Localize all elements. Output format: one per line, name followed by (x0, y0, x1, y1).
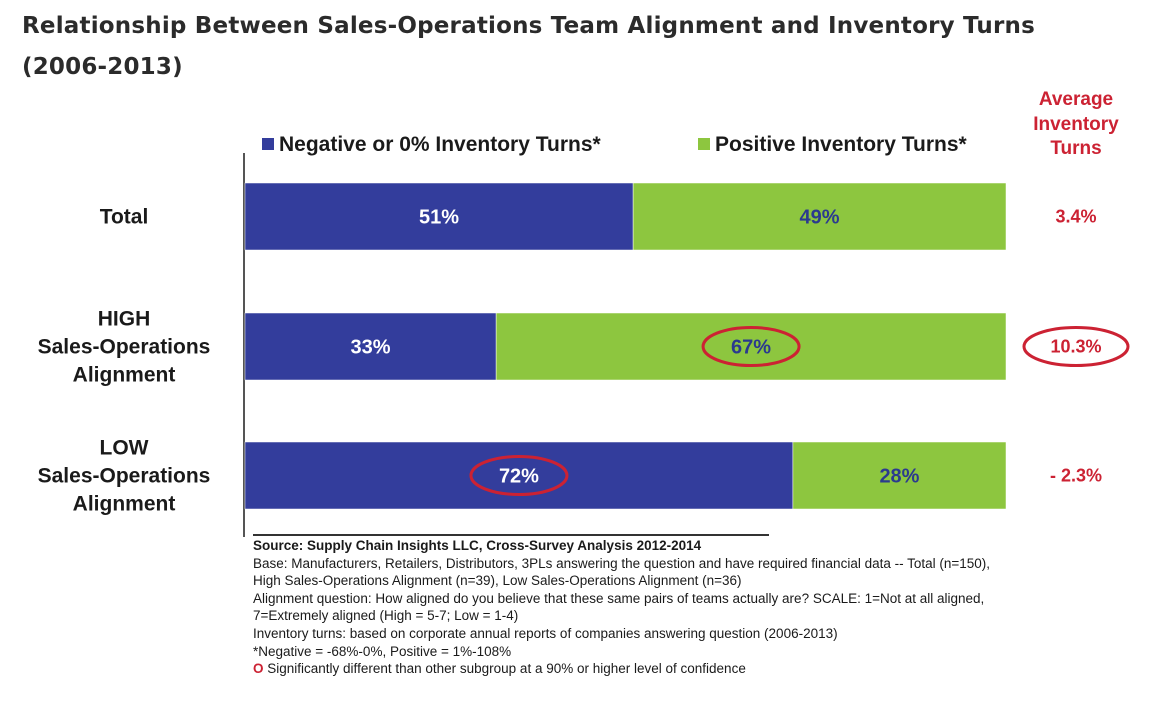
average-turns-header: Inventory (1033, 114, 1119, 135)
footnote-line: Alignment question: How aligned do you b… (253, 590, 985, 606)
bar-segment (244, 441, 794, 510)
footnote-line: *Negative = -68%-0%, Positive = 1%-108% (253, 643, 512, 659)
footnote-line: 7=Extremely aligned (High = 5-7; Low = 1… (253, 608, 519, 624)
bar-value-label: 51% (419, 207, 459, 229)
significance-note: O Significantly different than other sub… (253, 660, 1153, 678)
category-label: LOW (100, 437, 149, 460)
category-label: Sales-Operations (38, 465, 211, 488)
footnote-line: Inventory turns: based on corporate annu… (253, 625, 838, 641)
legend-swatch (698, 138, 710, 150)
legend-label: Positive Inventory Turns* (715, 133, 967, 156)
legend-label: Negative or 0% Inventory Turns* (279, 133, 602, 156)
bar-value-label: 72% (499, 466, 539, 488)
footnote-line: Base: Manufacturers, Retailers, Distribu… (253, 555, 991, 571)
bar-value-label: 28% (879, 466, 919, 488)
bar-value-label: 49% (800, 207, 840, 229)
footnote-line: High Sales-Operations Alignment (n=39), … (253, 573, 742, 589)
category-label: HIGH (98, 308, 151, 331)
bar-value-label: 67% (731, 337, 771, 359)
average-turns-value: 3.4% (1055, 207, 1096, 227)
average-turns-header: Average (1039, 89, 1113, 110)
chart-title: Relationship Between Sales-Operations Te… (22, 13, 1035, 80)
average-turns-value: - 2.3% (1050, 466, 1102, 486)
bar-value-label: 33% (351, 337, 391, 359)
category-label: Alignment (73, 493, 176, 516)
significance-circle-icon: O (253, 661, 264, 677)
bar-segment (244, 312, 497, 381)
average-turns-value: 10.3% (1050, 337, 1101, 357)
bar-segment (792, 441, 1007, 510)
bar-segment (495, 312, 1007, 381)
bar-segment (632, 182, 1007, 251)
footnotes: Source: Supply Chain Insights LLC, Cross… (253, 537, 1153, 678)
source-line: Source: Supply Chain Insights LLC, Cross… (253, 538, 702, 553)
category-label: Alignment (73, 364, 176, 387)
category-label: Total (100, 206, 149, 229)
legend-swatch (262, 138, 274, 150)
average-turns-header: Turns (1050, 138, 1101, 159)
significance-circle (701, 326, 801, 367)
bar-segment (244, 182, 634, 251)
significance-circle (1022, 326, 1130, 367)
footnote-divider (253, 534, 769, 536)
significance-text: Significantly different than other subgr… (263, 661, 746, 677)
category-label: Sales-Operations (38, 336, 211, 359)
significance-circle (469, 455, 569, 496)
